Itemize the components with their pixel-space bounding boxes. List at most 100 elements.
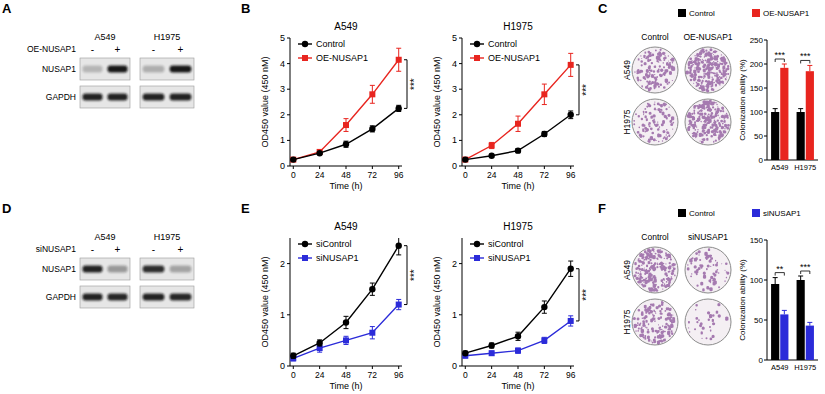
y-tick-label: 100 (750, 276, 764, 285)
marker (488, 153, 494, 159)
x-tick (570, 366, 571, 369)
blot-strip (80, 258, 130, 280)
error-bar (344, 119, 349, 132)
legend-label: siControl (316, 239, 352, 249)
plot-area (290, 238, 402, 361)
error-bar (542, 84, 547, 104)
marker (474, 55, 480, 61)
sig-label: *** (581, 84, 592, 96)
x-tick-label: 0 (291, 170, 296, 180)
dish (632, 247, 678, 293)
blot-band (83, 266, 103, 273)
y-tick-label: 4 (452, 59, 457, 69)
y-tick (459, 63, 462, 64)
marker (290, 156, 296, 162)
colonies (686, 48, 730, 92)
y-axis-line (462, 38, 463, 166)
x-tick-label: 72 (540, 370, 550, 380)
lane-label: + (115, 244, 121, 255)
chart-title: A549 (334, 21, 358, 32)
marker (302, 41, 308, 47)
y-tick-label: 0 (759, 156, 764, 165)
sig-bracket (576, 269, 579, 321)
marker (396, 105, 402, 111)
y-tick-label: 0 (452, 161, 457, 171)
y-tick-label: 100 (750, 108, 764, 117)
y-tick (459, 314, 462, 315)
y-axis-line (290, 38, 291, 166)
bar-chart: 050100150Colonization ability (%)A549**H… (678, 209, 818, 372)
error-bar (773, 109, 778, 112)
error-bar (396, 105, 401, 111)
error-bar (317, 340, 322, 346)
colony-images: ControlsiNUSAP1A549H1975 (622, 232, 731, 345)
figure: ABCDEF012345024487296A549Time (h)OD450 v… (0, 0, 825, 394)
x-tick-label: 72 (368, 370, 378, 380)
marker (369, 330, 375, 336)
x-tick-label: 96 (566, 370, 576, 380)
marker (369, 91, 375, 97)
panel-label: D (2, 201, 11, 216)
series-line (293, 246, 398, 356)
error-bar (370, 126, 375, 132)
legend-swatch (678, 9, 686, 17)
row-label: H1975 (622, 309, 632, 334)
blot-band (170, 266, 192, 273)
cell-line-label: A549 (94, 232, 115, 242)
protein-label: GAPDH (46, 292, 76, 302)
marker (302, 255, 308, 261)
marker (515, 348, 521, 354)
blot-band (170, 294, 192, 301)
sig-label: *** (409, 269, 420, 281)
error-bar (568, 53, 573, 76)
x-tick (372, 166, 373, 169)
y-tick (287, 366, 290, 367)
y-tick-label: 3 (452, 84, 457, 94)
blot-strip (80, 86, 130, 108)
x-tick-label: 72 (368, 170, 378, 180)
series-line (293, 108, 398, 159)
y-tick-label: 4 (280, 59, 285, 69)
legend-swatch (752, 9, 760, 17)
y-tick (287, 314, 290, 315)
treatment-label: siNUSAP1 (36, 244, 76, 254)
legend-label: OE-NUSAP1 (763, 9, 810, 18)
marker (302, 241, 308, 247)
column-label: Control (641, 32, 669, 42)
legend-label: Control (689, 209, 715, 218)
x-tick-label: 24 (315, 170, 325, 180)
blot-band (143, 66, 165, 73)
lane-label: - (91, 244, 94, 255)
y-tick (459, 38, 462, 39)
x-tick (518, 166, 519, 169)
protein-label: NUSAP1 (42, 264, 76, 274)
sig-label: *** (581, 289, 592, 301)
marker (290, 353, 296, 359)
error-bar (798, 276, 803, 280)
error-bar (773, 278, 778, 284)
marker (343, 337, 349, 343)
x-tick-label: 72 (540, 170, 550, 180)
colonies (633, 102, 674, 143)
blot-strip (80, 286, 130, 308)
y-tick (764, 136, 767, 137)
y-tick (459, 263, 462, 264)
x-tick (491, 366, 492, 369)
series-line (465, 269, 570, 353)
sig-label: *** (800, 262, 811, 272)
colonies (688, 303, 729, 340)
y-axis-line (767, 40, 768, 160)
x-tick-label: 48 (513, 370, 523, 380)
x-tick-label: 48 (513, 170, 523, 180)
marker (396, 302, 402, 308)
y-tick (287, 263, 290, 264)
blot-strip (140, 58, 194, 80)
dish (685, 99, 731, 145)
cell-line-label: H1975 (154, 232, 181, 242)
error-bar (542, 337, 547, 343)
blot-band (83, 294, 103, 301)
bar (780, 314, 788, 360)
marker (396, 242, 402, 248)
dish (685, 247, 731, 293)
error-bar (568, 111, 573, 119)
